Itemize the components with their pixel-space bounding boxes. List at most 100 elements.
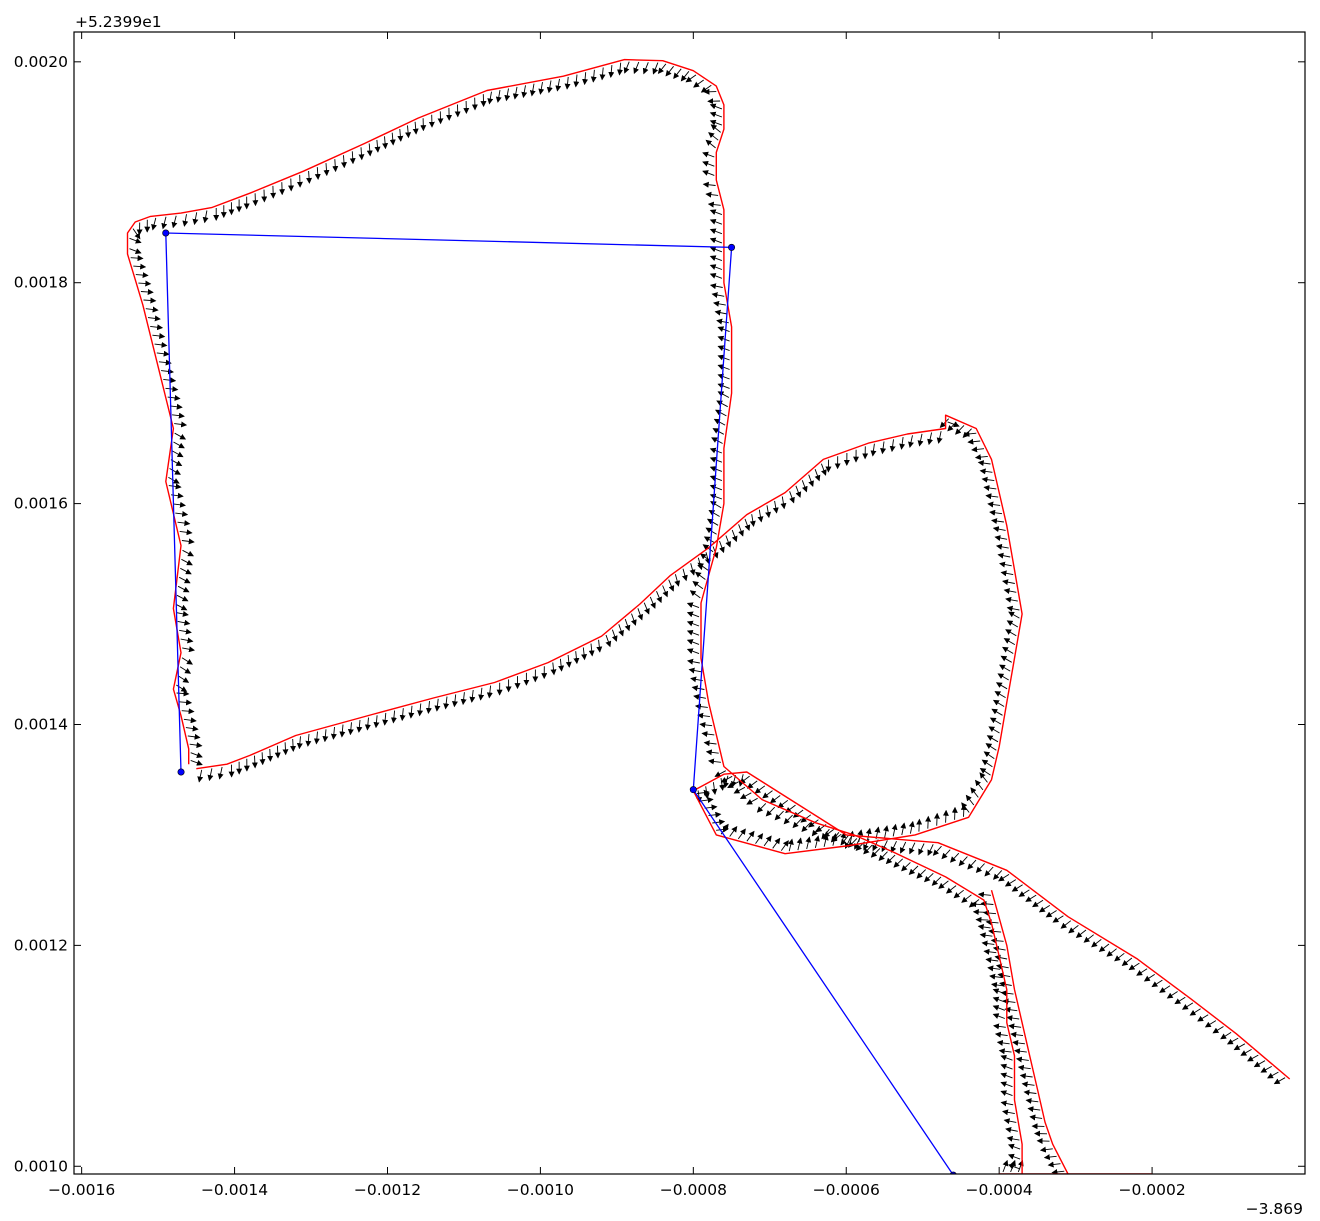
quiver-arrow (649, 596, 656, 609)
quiver-arrow (217, 766, 224, 780)
blue-path-marker (162, 229, 170, 237)
y-tick-label: 0.0014 (14, 715, 68, 733)
quiver-arrow (565, 654, 572, 668)
quiver-arrow (1011, 884, 1023, 892)
x-offset-label: −3.869 (1246, 1200, 1303, 1218)
quiver-arrow (686, 620, 700, 627)
quiver-arrow (668, 579, 675, 592)
quiver-arrow (774, 810, 784, 821)
quiver-arrow (709, 246, 723, 253)
quiver-arrow (709, 264, 723, 270)
quiver-arrow (332, 159, 339, 173)
quiver-arrow (702, 181, 716, 188)
quiver-arrow (133, 263, 147, 270)
quiver-arrow (1114, 952, 1125, 962)
quiver-arrow (939, 418, 950, 429)
quiver-arrow (185, 725, 199, 732)
quiver-arrow (1023, 1089, 1037, 1096)
blue-path-marker (689, 786, 697, 794)
quiver-arrow (1045, 1176, 1049, 1187)
quiver-arrow (1100, 1176, 1104, 1187)
quiver-arrow (994, 691, 1006, 698)
quiver-arrow (596, 639, 603, 653)
quiver-arrow (460, 692, 467, 706)
quiver-arrow (1007, 1143, 1021, 1150)
quiver-arrow (451, 694, 458, 708)
quiver-arrow (183, 717, 197, 724)
quiver-arrow (967, 438, 981, 445)
quiver-arrow (693, 79, 704, 88)
quiver-arrow (425, 701, 432, 714)
quiver-arrow (983, 910, 997, 917)
quiver-arrow (704, 552, 711, 565)
quiver-arrow (999, 664, 1011, 672)
quiver-arrow (267, 748, 274, 762)
quiver-arrow (397, 128, 404, 142)
quiver-arrow (1002, 998, 1016, 1005)
quiver-arrow (709, 209, 723, 216)
quiver-arrow (389, 132, 396, 146)
quiver-arrow (705, 191, 719, 198)
quiver-arrow (709, 103, 723, 110)
quiver-arrow (366, 143, 373, 157)
quiver-arrow (138, 280, 152, 287)
quiver-arrow (705, 749, 719, 756)
quiver-arrow (995, 963, 1009, 970)
quiver-arrow (182, 646, 195, 653)
quiver-arrow (618, 624, 624, 637)
quiver-arrow (192, 212, 199, 226)
quiver-arrow (642, 62, 649, 75)
quiver-arrow (717, 364, 730, 370)
quiver-arrow (744, 518, 751, 532)
quiver-arrow (390, 710, 397, 724)
quiver-arrow (883, 825, 889, 838)
quiver-arrow (795, 485, 802, 498)
quiver-arrow (998, 874, 1010, 882)
quiver-arrow (715, 409, 727, 417)
quiver-arrow (374, 139, 381, 153)
quiver-arrow (1002, 1109, 1015, 1116)
quiver-arrow (985, 919, 999, 926)
quiver-arrow (699, 721, 713, 728)
blue-path-marker (949, 1171, 957, 1174)
quiver-arrow (989, 973, 1003, 980)
quiver-arrow (1038, 905, 1051, 913)
quiver-arrow (364, 717, 371, 731)
quiver-arrow (631, 613, 637, 626)
quiver-arrow (290, 738, 297, 752)
quiver-arrow (702, 170, 715, 176)
quiver-arrow (709, 237, 723, 244)
quiver-arrow (854, 837, 861, 850)
quiver-arrow (997, 673, 1009, 681)
quiver-arrow (702, 160, 715, 167)
quiver-arrow (1012, 1039, 1025, 1046)
quiver-arrow (916, 869, 927, 879)
quiver-arrow (190, 752, 203, 758)
quiver-arrow (150, 324, 164, 331)
quiver-arrow (991, 708, 1003, 716)
quiver-arrow (564, 76, 571, 90)
quiver-arrow (1017, 1064, 1031, 1071)
quiver-arrow (1136, 968, 1148, 976)
quiver-arrow (881, 840, 888, 853)
quiver-arrow (599, 67, 606, 81)
quiver-arrow (709, 493, 723, 500)
quiver-arrow (717, 326, 730, 333)
quiver-arrow (1000, 1063, 1013, 1070)
x-tick-label: −0.0010 (507, 1181, 574, 1199)
quiver-arrow (1051, 1169, 1065, 1174)
quiver-arrow (1260, 1066, 1272, 1073)
quiver-arrow (780, 496, 787, 510)
quiver-arrow (168, 477, 180, 484)
red-outline-series (126, 58, 1291, 1174)
quiver-arrow (709, 111, 723, 118)
quiver-arrow (997, 972, 1011, 979)
quiver-arrow (933, 812, 940, 826)
quiver-arrow (717, 373, 730, 380)
quiver-arrow (180, 567, 192, 575)
quiver-arrow (314, 167, 321, 180)
quiver-arrow (901, 862, 911, 872)
quiver-arrow (1014, 1048, 1027, 1055)
quiver-arrow (313, 731, 320, 745)
quiver-arrow (870, 848, 881, 858)
